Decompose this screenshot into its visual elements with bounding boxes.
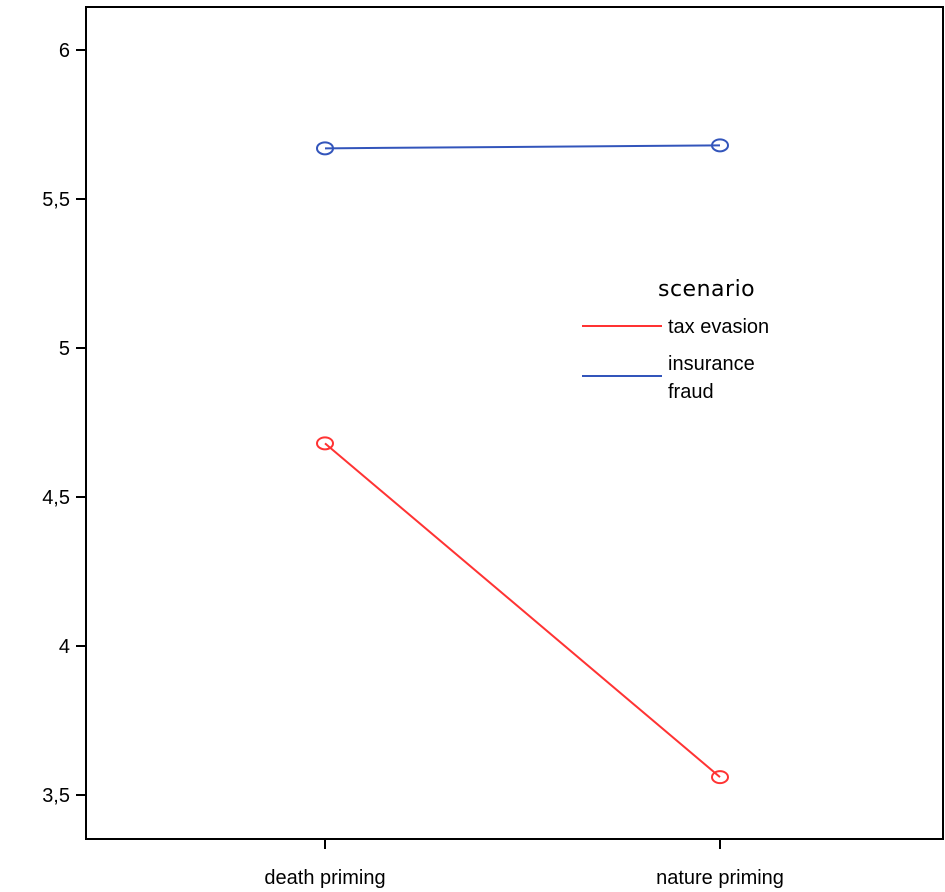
legend: scenario tax evasion insurance fraud [582,277,769,403]
series-layer [316,138,729,785]
series-line [324,442,721,778]
plot-frame [85,6,944,840]
data-point [316,141,334,156]
x-tick-label: death priming [264,867,385,889]
series-line [324,144,721,150]
y-tick-label: 3,5 [42,785,70,807]
data-point [711,770,729,785]
y-tick-label: 5 [59,338,70,360]
legend-title: scenario [658,277,755,302]
y-axis: 3,5 4 4,5 5 5,5 6 [42,40,86,807]
legend-label: fraud [668,381,714,403]
x-axis: death priming nature priming [264,839,784,889]
data-point [711,138,729,153]
data-point [316,436,334,451]
x-tick-label: nature priming [656,867,784,889]
y-tick-label: 4,5 [42,487,70,509]
y-tick-label: 5,5 [42,189,70,211]
legend-label: insurance [668,353,755,375]
legend-label: tax evasion [668,316,769,338]
y-tick-label: 6 [59,40,70,62]
y-tick-label: 4 [59,636,70,658]
